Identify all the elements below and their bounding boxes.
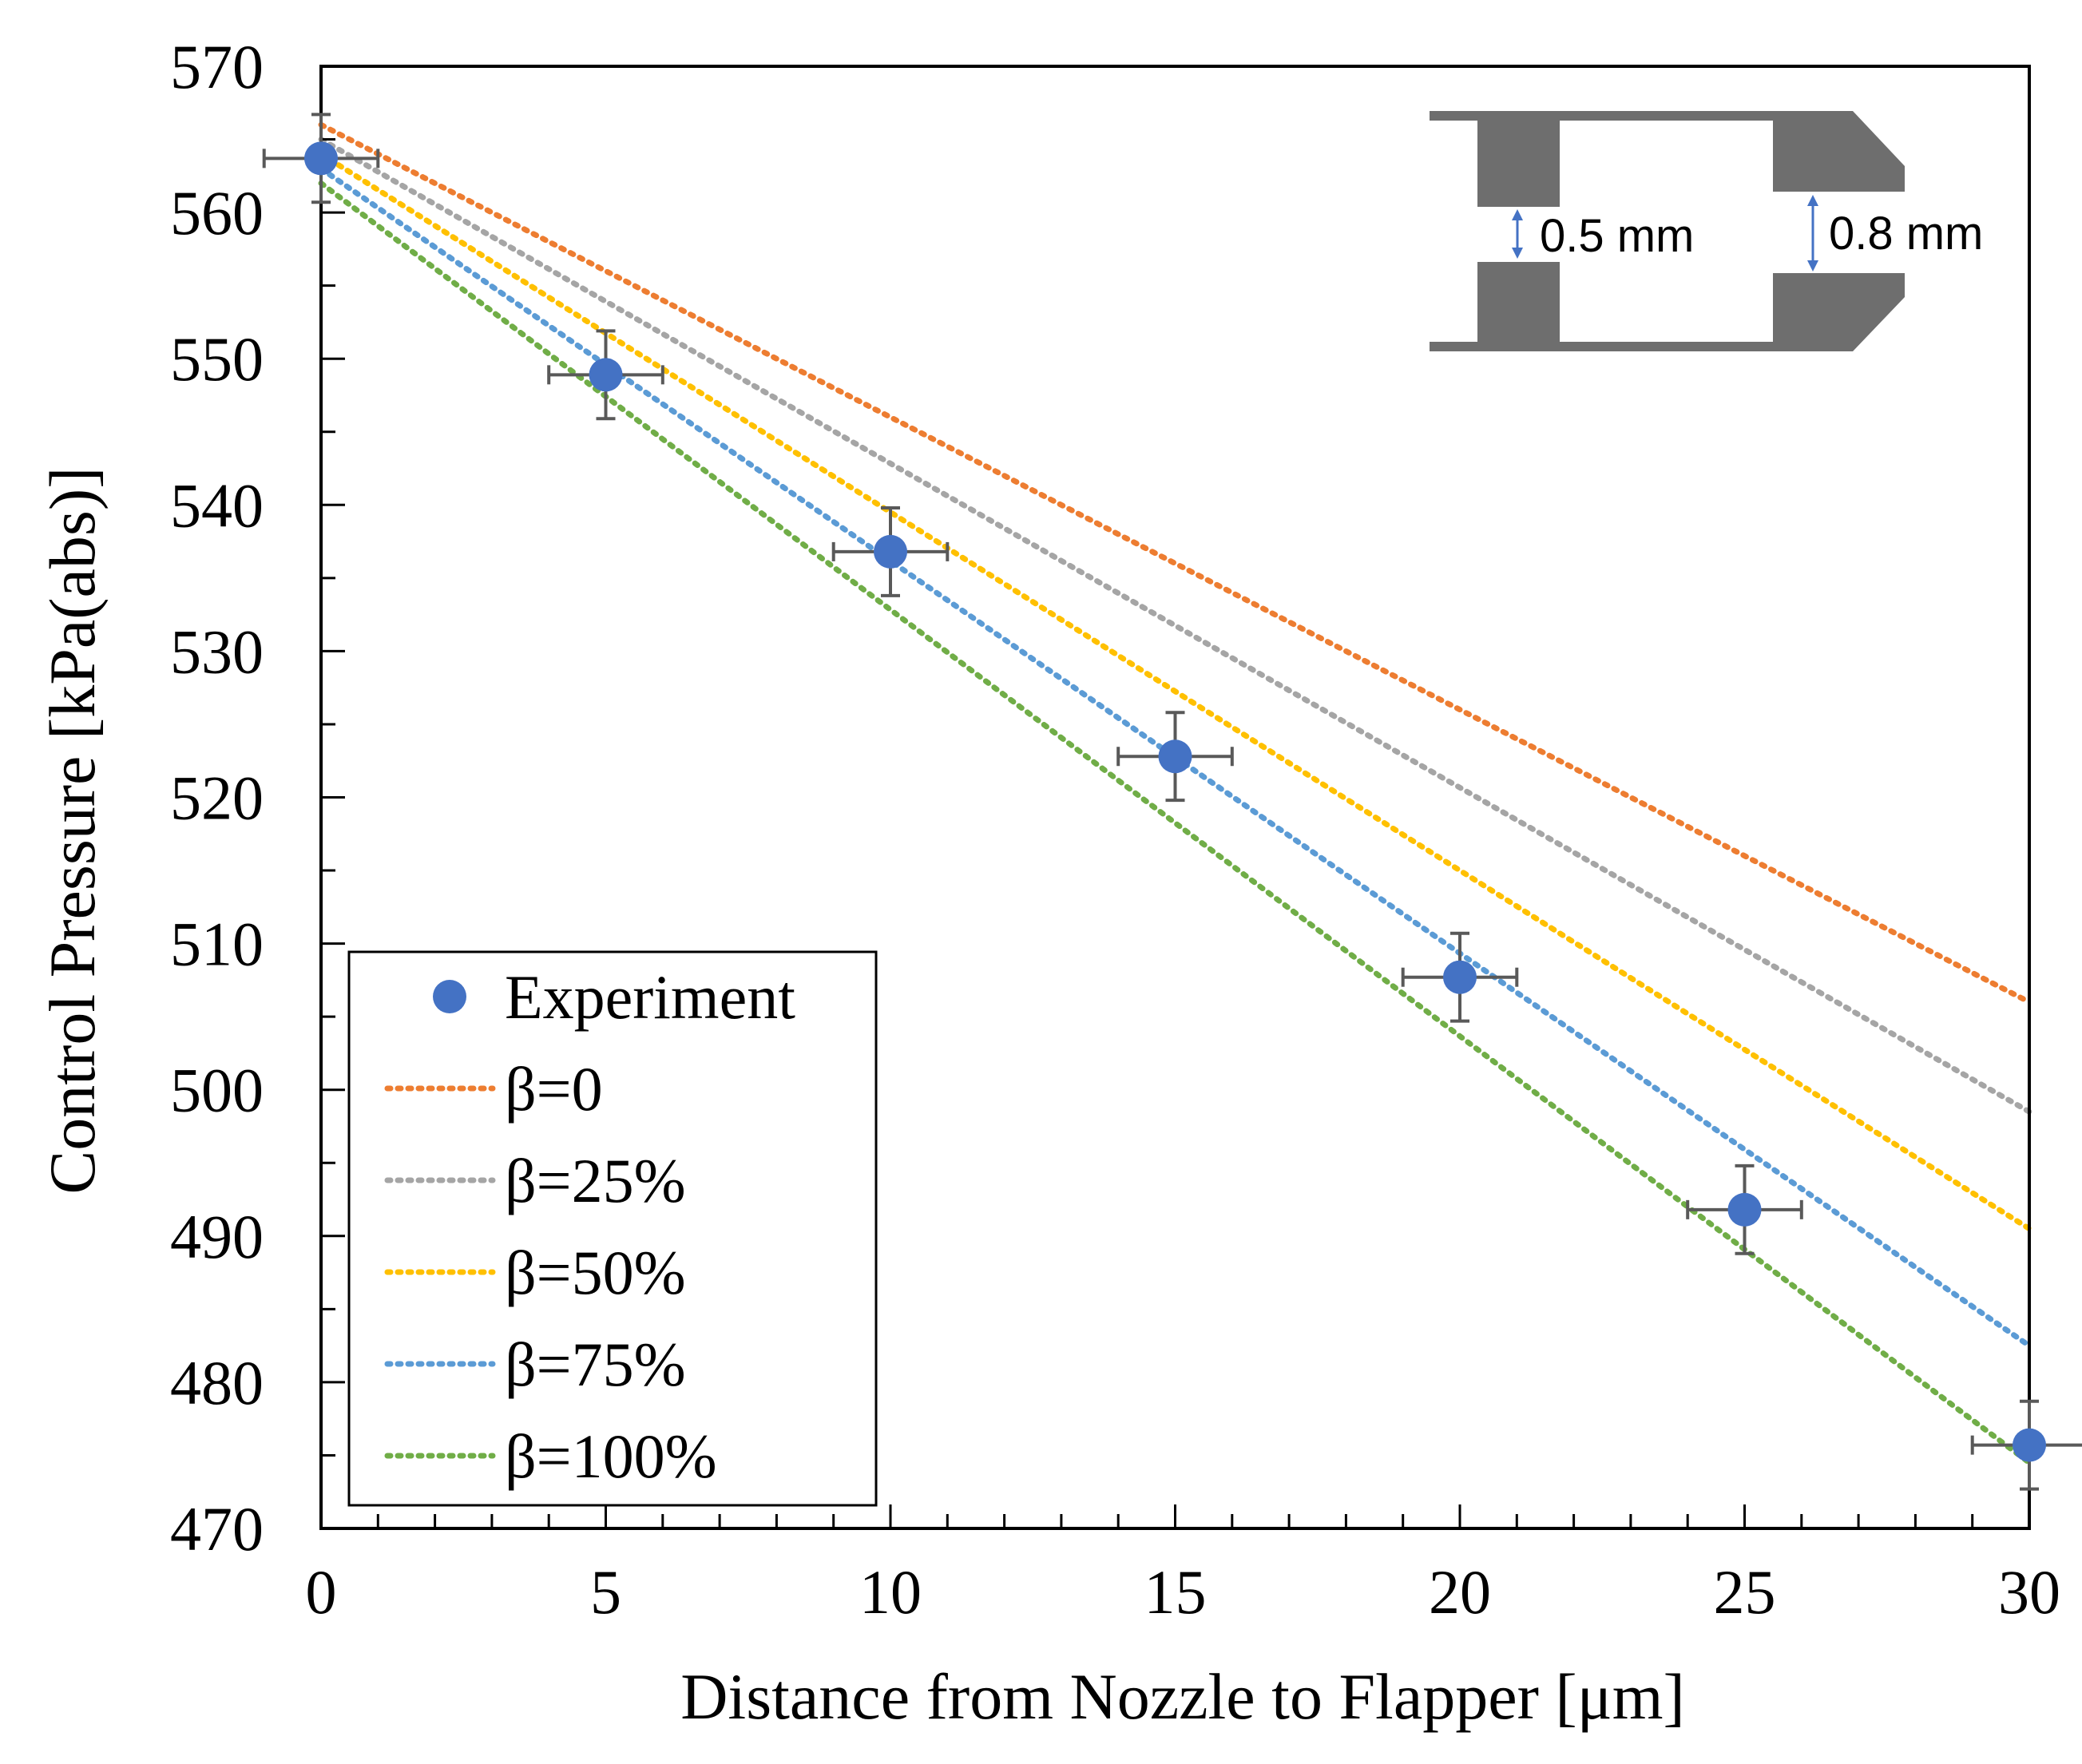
legend-label: β=100%	[505, 1421, 717, 1491]
legend-item: β=0	[384, 1054, 603, 1124]
nozzle-flapper-inset: 0.5 mm 0.8 mm	[1430, 111, 1983, 351]
y-tick-label: 480	[170, 1348, 264, 1417]
x-tick-label: 25	[1714, 1557, 1776, 1627]
x-tick-label: 0	[306, 1557, 337, 1627]
x-tick-label: 10	[859, 1557, 922, 1627]
tick-labels: 0 5 10 15 20 25 304704804905005105205305405505…	[170, 32, 2060, 1627]
inset-label-small-gap: 0.5 mm	[1540, 210, 1694, 262]
experiment-point	[589, 358, 623, 392]
series-line	[318, 121, 2032, 1005]
y-tick-label: 500	[170, 1056, 264, 1125]
legend: Experiment β=0 β=25% β=50% β=75% β=100%	[347, 950, 878, 1507]
y-tick-label: 530	[170, 616, 264, 686]
data-point-group	[262, 113, 380, 204]
gap-arrow-large-icon	[1807, 195, 1818, 272]
experiment-point	[874, 534, 907, 569]
plot-area-frame	[319, 65, 2031, 1530]
gap-arrow-small-icon	[1512, 209, 1523, 259]
inset-nozzle-bottom-block	[1773, 273, 1905, 351]
legend-label: β=0	[505, 1054, 603, 1124]
x-tick-label: 15	[1144, 1557, 1207, 1627]
experiment-point	[304, 141, 338, 176]
y-tick-label: 520	[170, 763, 264, 833]
y-tick-label: 560	[170, 178, 264, 248]
data-point-group	[1401, 931, 1519, 1023]
experiment-point	[1158, 739, 1192, 774]
y-axis-title: Control Pressure [kPa(abs)]	[36, 467, 109, 1195]
legend-label: β=50%	[505, 1238, 686, 1307]
data-point-group	[547, 329, 664, 421]
inset-label-large-gap: 0.8 mm	[1829, 208, 1983, 260]
inset-orifice-bottom-block	[1477, 262, 1560, 351]
legend-label: β=25%	[505, 1146, 686, 1215]
y-tick-label: 540	[170, 470, 264, 540]
legend-marker	[433, 980, 466, 1013]
y-tick-label: 550	[170, 324, 264, 394]
y-tick-label: 570	[170, 32, 264, 101]
legend-item-experiment: Experiment	[433, 962, 795, 1032]
legend-label: β=75%	[505, 1330, 686, 1399]
legend-items: Experiment β=0 β=25% β=50% β=75% β=100%	[384, 962, 795, 1491]
experiment-points	[262, 113, 2082, 1491]
inset-nozzle-top-block	[1773, 111, 1905, 192]
legend-label: Experiment	[505, 962, 795, 1032]
experiment-point	[1443, 960, 1477, 994]
legend-item: β=100%	[384, 1421, 717, 1491]
series-line	[318, 137, 2032, 1115]
inset-orifice-top-block	[1477, 111, 1560, 207]
nozzle-cross-section-icon	[1430, 111, 1905, 351]
legend-item: β=75%	[384, 1330, 686, 1399]
y-tick-label: 510	[170, 910, 264, 979]
legend-box	[347, 950, 878, 1507]
x-tick-label: 5	[590, 1557, 621, 1627]
data-point-group	[831, 505, 950, 597]
x-axis-title: Distance from Nozzle to Flapper [μm]	[680, 1660, 1685, 1733]
x-tick-label: 20	[1429, 1557, 1491, 1627]
y-tick-label: 470	[170, 1494, 264, 1564]
legend-item: β=50%	[384, 1238, 686, 1307]
data-point-group	[1970, 1399, 2082, 1491]
data-point-group	[1686, 1163, 1803, 1255]
data-point-group	[1116, 711, 1234, 803]
y-tick-label: 490	[170, 1202, 264, 1271]
legend-item: β=25%	[384, 1146, 686, 1215]
x-tick-label: 30	[1998, 1557, 2060, 1627]
experiment-point	[1727, 1192, 1762, 1227]
experiment-point	[2013, 1428, 2046, 1462]
